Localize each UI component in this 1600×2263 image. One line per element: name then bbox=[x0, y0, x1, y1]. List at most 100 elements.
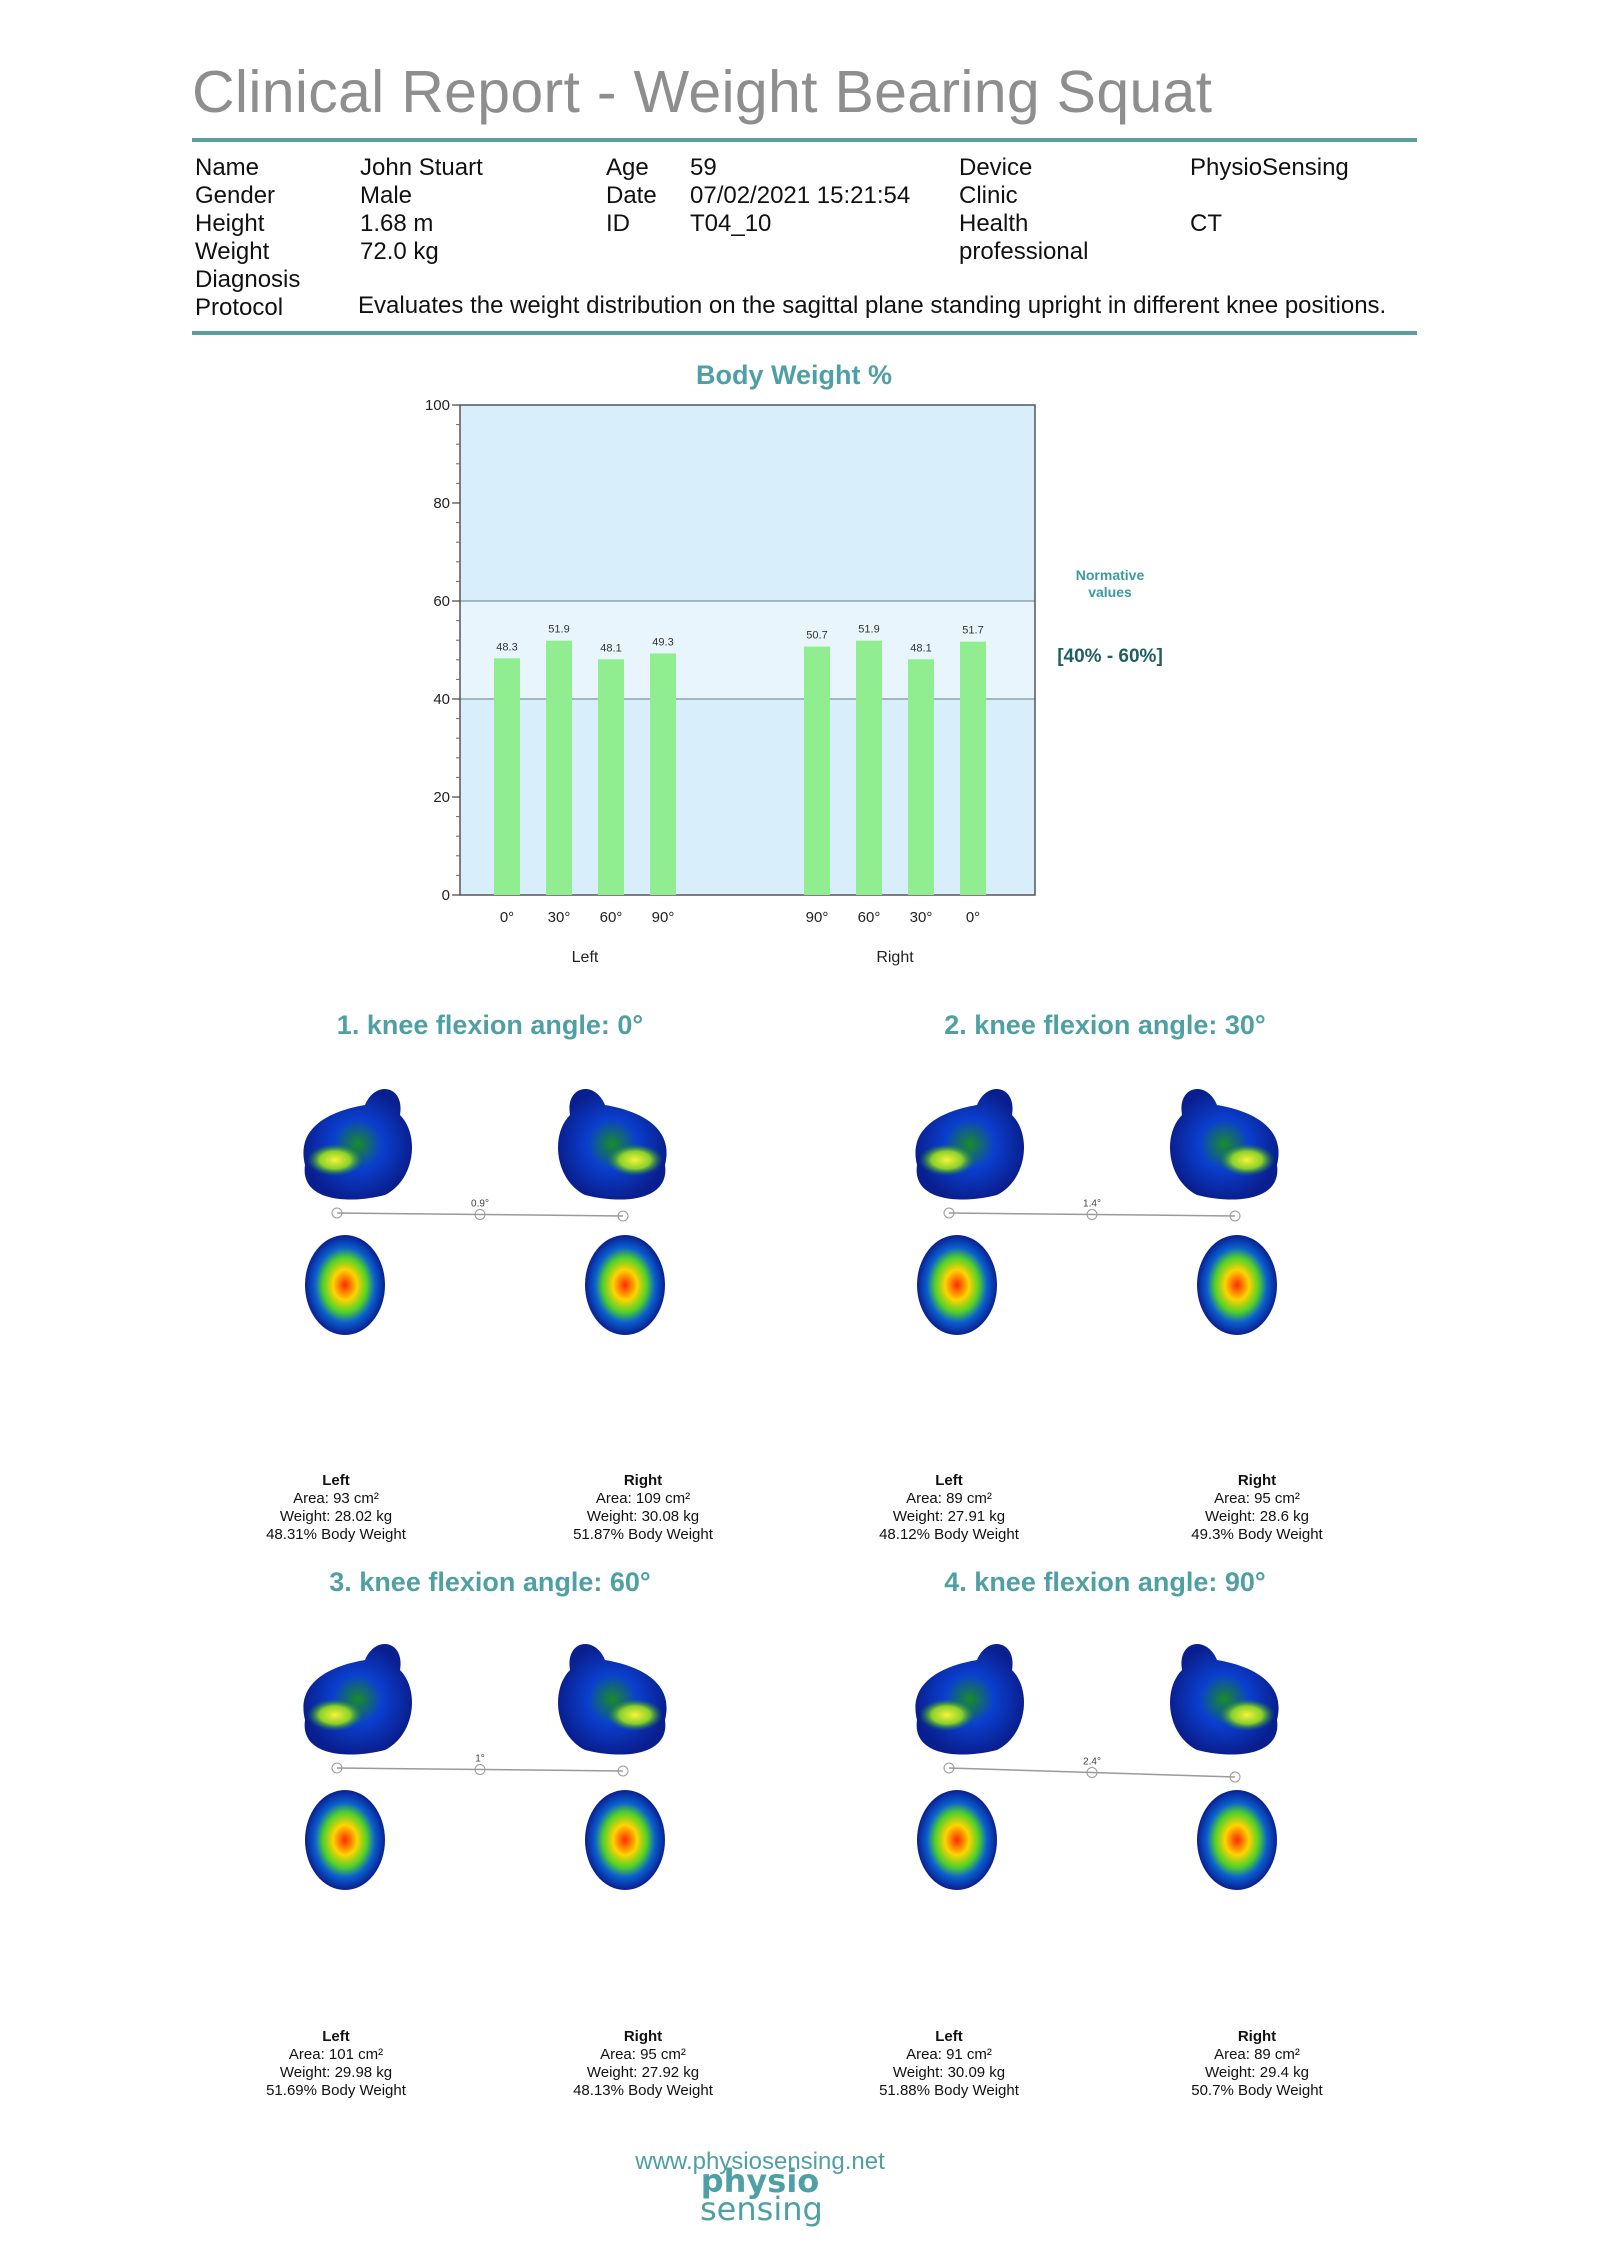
gender-label: Gender bbox=[195, 182, 276, 209]
heel-pressure-area bbox=[917, 1235, 997, 1335]
left-foot-print bbox=[915, 1088, 1024, 1335]
pressure-map-3: 1° bbox=[303, 1643, 667, 1890]
protocol-label: Protocol bbox=[195, 294, 284, 321]
pressure-map-1: 0.9° bbox=[303, 1088, 667, 1335]
bar-value-label: 49.3 bbox=[652, 636, 673, 648]
bar-value-label: 51.9 bbox=[858, 624, 879, 636]
right-foot-stats-3: Right Area: 95 cm² Weight: 27.92 kg 48.13% … bbox=[533, 2028, 753, 2100]
weight-label: Weight bbox=[195, 238, 270, 265]
bar-value-label: 51.7 bbox=[962, 625, 983, 637]
x-tick-label: 0° bbox=[500, 909, 514, 926]
alignment-angle-label: 1° bbox=[475, 1754, 485, 1765]
right-foot-stats-1: Right Area: 109 cm² Weight: 30.08 kg 51.87%… bbox=[533, 1472, 753, 1544]
stats-weight: Weight: 30.08 kg bbox=[586, 1508, 700, 1525]
physiosensing-logo: physio sensing bbox=[700, 2162, 823, 2228]
group-label: Right bbox=[876, 949, 914, 966]
protocol-value: Evaluates the weight distribution on the… bbox=[358, 292, 1387, 319]
stats-body-weight-pct: 48.13% Body Weight bbox=[573, 2082, 713, 2099]
heel-pressure-area bbox=[1197, 1235, 1277, 1335]
forefoot-pressure-area bbox=[303, 1088, 412, 1200]
bar-value-label: 48.1 bbox=[600, 642, 621, 654]
header-rule bbox=[192, 138, 1417, 142]
left-foot-stats-3: Left Area: 101 cm² Weight: 29.98 kg 51.69% … bbox=[226, 2028, 446, 2100]
alignment-angle-label: 2.4° bbox=[1083, 1757, 1101, 1768]
alignment-line bbox=[336, 1767, 624, 1772]
stats-heading: Right bbox=[623, 1472, 663, 1489]
stats-weight: Weight: 29.98 kg bbox=[279, 2064, 393, 2081]
stats-body-weight-pct: 49.3% Body Weight bbox=[1191, 1526, 1323, 1543]
forefoot-hotspot bbox=[607, 1699, 663, 1731]
group-label: Left bbox=[572, 949, 599, 966]
heel-pressure-area bbox=[585, 1235, 665, 1335]
bar bbox=[494, 658, 520, 895]
bar bbox=[908, 659, 934, 895]
heel-pressure-area bbox=[917, 1790, 997, 1890]
normative-label: Normative bbox=[1076, 567, 1145, 583]
height-value: 1.68 m bbox=[360, 210, 434, 237]
device-value: PhysioSensing bbox=[1190, 154, 1349, 181]
pressure-map-2: 1.4° bbox=[915, 1088, 1279, 1335]
stats-heading: Right bbox=[623, 2028, 663, 2045]
report-title: Clinical Report - Weight Bearing Squat bbox=[192, 59, 1213, 125]
bar bbox=[598, 659, 624, 895]
y-tick-label: 100 bbox=[425, 397, 450, 414]
stats-area: Area: 101 cm² bbox=[288, 2046, 384, 2063]
alignment-point bbox=[617, 1210, 629, 1222]
y-tick-label: 80 bbox=[433, 495, 450, 512]
stats-heading: Left bbox=[935, 1472, 963, 1489]
x-tick-label: 90° bbox=[806, 909, 829, 926]
stats-heading: Right bbox=[1237, 1472, 1277, 1489]
alignment-point bbox=[1229, 1771, 1241, 1783]
normative-label: values bbox=[1088, 584, 1132, 600]
health-value: CT bbox=[1190, 210, 1222, 237]
stats-area: Area: 91 cm² bbox=[906, 2046, 992, 2063]
right-foot-print bbox=[558, 1643, 667, 1890]
forefoot-hotspot bbox=[307, 1144, 363, 1176]
forefoot-pressure-area bbox=[1170, 1088, 1279, 1200]
forefoot-pressure-area bbox=[915, 1088, 1024, 1200]
right-foot-print bbox=[1170, 1088, 1279, 1335]
section-title-1: 1. knee flexion angle: 0° bbox=[336, 1010, 644, 1040]
stats-heading: Right bbox=[1237, 2028, 1277, 2045]
x-tick-label: 60° bbox=[600, 909, 623, 926]
height-label: Height bbox=[195, 210, 265, 237]
forefoot-hotspot bbox=[1219, 1144, 1275, 1176]
right-foot-stats-2: Right Area: 95 cm² Weight: 28.6 kg 49.3% Bo… bbox=[1147, 1472, 1367, 1544]
stats-weight: Weight: 28.6 kg bbox=[1205, 1508, 1309, 1525]
alignment-point bbox=[943, 1762, 955, 1774]
id-value: T04_10 bbox=[690, 210, 772, 237]
y-tick-label: 20 bbox=[433, 789, 450, 806]
stats-area: Area: 95 cm² bbox=[1214, 1490, 1300, 1507]
stats-weight: Weight: 27.91 kg bbox=[892, 1508, 1006, 1525]
section-title-4: 4. knee flexion angle: 90° bbox=[944, 1567, 1266, 1597]
info-rule bbox=[192, 331, 1417, 335]
chart-title: Body Weight % bbox=[695, 360, 892, 390]
section-title-2: 2. knee flexion angle: 30° bbox=[944, 1010, 1266, 1040]
alignment-angle-label: 0.9° bbox=[471, 1199, 489, 1210]
alignment-point bbox=[474, 1209, 486, 1220]
date-label: Date bbox=[606, 182, 657, 209]
stats-body-weight-pct: 51.87% Body Weight bbox=[573, 1526, 713, 1543]
alignment-point bbox=[331, 1762, 343, 1774]
stats-heading: Left bbox=[322, 2028, 350, 2045]
stats-weight: Weight: 28.02 kg bbox=[279, 1508, 393, 1525]
clinic-label: Clinic bbox=[959, 182, 1018, 209]
bar-value-label: 48.3 bbox=[496, 641, 517, 653]
health-label: Health bbox=[959, 210, 1029, 237]
alignment-point bbox=[617, 1765, 629, 1777]
alignment-point bbox=[331, 1207, 343, 1219]
pressure-map-4: 2.4° bbox=[915, 1643, 1279, 1890]
age-label: Age bbox=[606, 154, 649, 181]
stats-body-weight-pct: 51.88% Body Weight bbox=[879, 2082, 1019, 2099]
heel-pressure-area bbox=[1197, 1790, 1277, 1890]
bar-value-label: 48.1 bbox=[910, 642, 931, 654]
footer-url[interactable]: www.physiosensing.net bbox=[635, 2148, 885, 2175]
heel-pressure-area bbox=[305, 1235, 385, 1335]
stats-body-weight-pct: 48.12% Body Weight bbox=[879, 1526, 1019, 1543]
stats-weight: Weight: 27.92 kg bbox=[586, 2064, 700, 2081]
y-tick-label: 0 bbox=[442, 887, 450, 904]
x-tick-label: 90° bbox=[652, 909, 675, 926]
device-label: Device bbox=[959, 154, 1033, 181]
x-tick-label: 30° bbox=[548, 909, 571, 926]
name-value: John Stuart bbox=[360, 154, 483, 181]
